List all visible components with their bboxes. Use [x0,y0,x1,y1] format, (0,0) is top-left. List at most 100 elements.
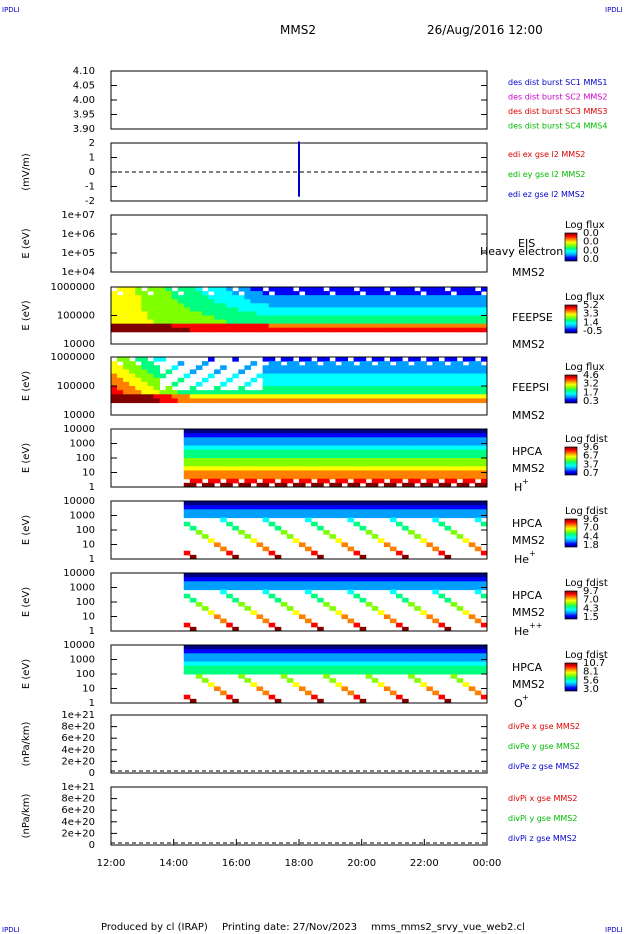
heatmap-cell [353,381,361,387]
heatmap-cell [468,361,476,366]
heatmap-cell [408,482,415,488]
heatmap-cell [238,287,245,292]
heatmap-cell [201,505,209,510]
heatmap-cell [468,513,476,519]
heatmap-cell [292,445,300,451]
heatmap-cell [262,470,270,476]
heatmap-cell [280,505,288,510]
heatmap-cell [353,369,361,375]
heatmap-cell [456,470,464,476]
heatmap-cell [171,295,179,300]
heatmap-cell [480,649,488,654]
heatmap-cell [129,365,136,370]
heatmap-cell [462,453,470,459]
heatmap-cell [147,287,154,292]
heatmap-cell [438,287,446,292]
heatmap-cell [456,645,464,650]
heatmap-cell [414,295,421,300]
heatmap-cell [365,311,373,316]
heatmap-cell [317,585,324,591]
heatmap-cell [341,437,349,442]
heatmap-cell [286,462,294,467]
heatmap-cell [153,394,161,399]
heatmap-cell [371,319,379,325]
heatmap-cell [286,653,294,658]
heatmap-cell [250,462,258,467]
heatmap-cell [171,327,179,333]
heatmap-cell [268,315,276,321]
heatmap-cell [311,513,318,519]
heatmap-cell [262,429,270,434]
heatmap-cell [311,381,318,387]
heatmap-cell [305,381,312,387]
heatmap-cell [353,327,361,333]
heatmap-cell [323,433,330,438]
heatmap-cell [262,365,270,370]
heatmap-cell [250,323,258,329]
heatmap-cell [183,458,191,463]
heatmap-cell [480,665,488,671]
heatmap-cell [111,299,118,304]
heatmap-cell [359,657,367,663]
heatmap-cell [201,534,209,539]
heatmap-cell [444,462,452,467]
heatmap-cell [220,669,227,675]
heatmap-cell [389,429,397,434]
heatmap-cell [262,449,270,455]
heatmap-cell [226,622,233,628]
instrument-label: HPCA [512,445,543,458]
heatmap-cell [396,386,403,391]
heatmap-cell [305,618,312,624]
heatmap-cell [250,453,258,459]
heatmap-cell [365,653,373,658]
instrument-label: FEEPSI [512,381,549,394]
heatmap-cell [396,474,403,480]
heatmap-cell [432,649,439,654]
heatmap-cell [353,458,361,463]
heatmap-cell [353,299,361,304]
heatmap-cell [220,690,227,696]
heatmap-cell [371,505,379,510]
heatmap-cell [244,466,251,471]
heatmap-cell [311,470,318,476]
heatmap-cell [317,398,324,404]
heatmap-cell [268,357,276,362]
heatmap-cell [299,649,306,654]
heatmap-cell [438,649,446,654]
heatmap-cell [389,649,397,654]
heatmap-cell [256,315,264,321]
heatmap-cell [335,509,342,514]
heatmap-cell [438,429,446,434]
y-tick-label: 100 [76,597,95,608]
heatmap-cell [438,449,446,455]
heatmap-cell [189,307,197,312]
heatmap-cell [462,501,470,506]
heatmap-cell [250,377,258,383]
heatmap-cell [468,509,476,514]
heatmap-cell [226,323,233,329]
heatmap-cell [226,295,233,300]
heatmap-cell [402,525,409,531]
heatmap-cell [329,585,336,591]
heatmap-cell [268,622,276,628]
heatmap-cell [208,474,215,480]
legend-entry: edi ex gse l2 MMS2 [508,150,585,159]
heatmap-cell [365,390,373,395]
heatmap-cell [274,445,282,451]
heatmap-cell [480,482,488,488]
heatmap-cell [238,386,245,391]
heatmap-cell [480,311,488,316]
heatmap-cell [292,645,300,650]
heatmap-cell [420,390,427,395]
x-tick-label: 00:00 [473,858,502,869]
heatmap-cell [329,390,336,395]
heatmap-cell [414,478,421,484]
heatmap-cell [432,365,439,370]
y-tick-label: 1e+04 [61,267,95,278]
heatmap-cell [474,327,482,333]
heatmap-cell [292,573,300,578]
heatmap-cell [323,470,330,476]
heatmap-cell [189,291,197,296]
heatmap-cell [256,573,264,578]
heatmap-cell [117,295,124,300]
